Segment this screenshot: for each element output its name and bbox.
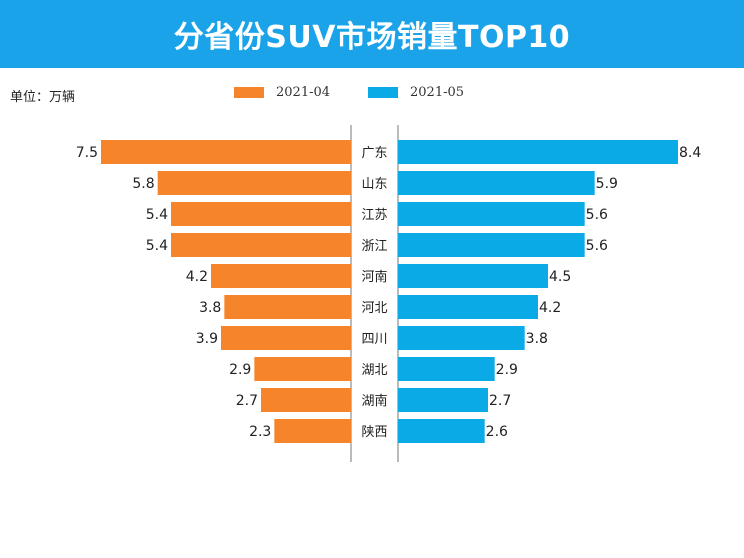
bar-2021-04-四川 [221,326,351,350]
value-label-2021-04-湖南: 2.7 [236,393,258,409]
category-label-浙江: 浙江 [361,239,387,254]
bar-2021-05-四川 [398,326,525,350]
bar-2021-04-湖南 [261,388,351,412]
bar-2021-05-湖北 [398,357,495,381]
bar-2021-04-江苏 [171,202,351,226]
category-label-陕西: 陕西 [361,425,387,440]
unit-label: 单位：万辆 [10,90,76,105]
value-label-2021-04-广东: 7.5 [76,145,98,161]
bar-2021-04-山东 [157,171,351,195]
legend-label-2021-05: 2021-05 [410,85,465,100]
value-label-2021-05-山东: 5.9 [596,176,618,192]
value-label-2021-05-河南: 4.5 [549,269,571,285]
bar-2021-05-河南 [398,264,548,288]
bar-2021-05-江苏 [398,202,585,226]
bar-2021-04-陕西 [274,419,351,443]
value-label-2021-04-河北: 3.8 [199,300,221,316]
value-label-2021-04-四川: 3.9 [196,331,218,347]
category-label-河北: 河北 [361,301,387,316]
legend-swatch-2021-05 [368,87,398,98]
value-label-2021-04-陕西: 2.3 [249,424,271,440]
bar-2021-04-浙江 [171,233,351,257]
value-label-2021-04-江苏: 5.4 [146,207,168,223]
bar-2021-04-河北 [224,295,351,319]
value-label-2021-05-河北: 4.2 [539,300,561,316]
value-label-2021-04-河南: 4.2 [186,269,208,285]
bar-2021-05-广东 [398,140,678,164]
bar-2021-04-河南 [211,264,351,288]
value-label-2021-05-浙江: 5.6 [586,238,608,254]
bar-2021-05-山东 [398,171,595,195]
category-label-广东: 广东 [361,146,387,161]
chart-title-banner: 分省份SUV市场销量TOP10 [0,0,744,68]
legend-item-2021-04: 2021-04 [234,85,330,100]
bar-2021-05-河北 [398,295,538,319]
bar-2021-04-湖北 [254,357,351,381]
value-label-2021-05-湖南: 2.7 [489,393,511,409]
chart-title: 分省份SUV市场销量TOP10 [173,20,571,55]
value-label-2021-04-山东: 5.8 [132,176,154,192]
value-label-2021-05-湖北: 2.9 [496,362,518,378]
bar-2021-05-陕西 [398,419,485,443]
legend-swatch-2021-04 [234,87,264,98]
bar-2021-05-湖南 [398,388,488,412]
value-label-2021-05-陕西: 2.6 [486,424,508,440]
category-label-湖南: 湖南 [361,393,387,409]
value-label-2021-04-湖北: 2.9 [229,362,251,378]
category-label-湖北: 湖北 [361,363,387,378]
legend-label-2021-04: 2021-04 [276,85,331,100]
value-label-2021-05-江苏: 5.6 [586,207,608,223]
bar-2021-05-浙江 [398,233,585,257]
category-label-四川: 四川 [361,332,387,347]
category-label-江苏: 江苏 [361,207,387,223]
value-label-2021-04-浙江: 5.4 [146,238,168,254]
bar-2021-04-广东 [101,140,351,164]
legend-item-2021-05: 2021-05 [368,85,464,100]
category-label-河南: 河南 [361,269,387,285]
value-label-2021-05-广东: 8.4 [679,145,701,161]
value-label-2021-05-四川: 3.8 [526,331,548,347]
category-label-山东: 山东 [361,177,387,192]
